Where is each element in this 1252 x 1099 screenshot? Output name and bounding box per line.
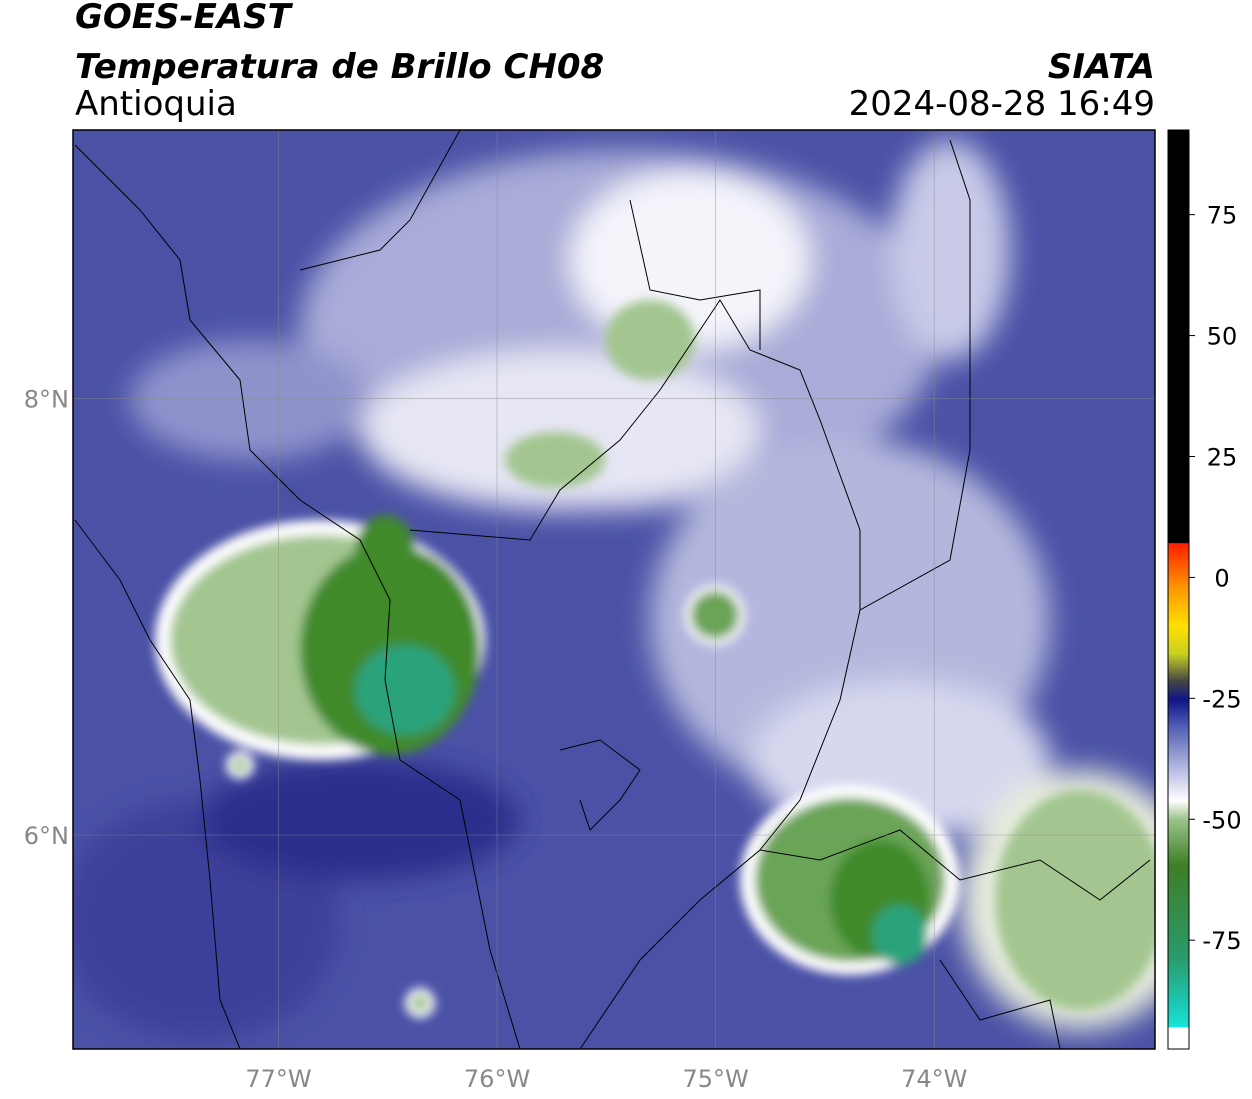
colorbar-tick-label: 75 [1207,202,1238,230]
x-tick-label: 74°W [901,1065,967,1093]
x-tick-label: 75°W [683,1065,749,1093]
subtitle: Temperatura de Brillo CH08 [75,47,604,87]
y-tick-label: 8°N [24,385,69,413]
colorbar [1167,129,1190,1050]
colorbar-tick-label: 25 [1207,443,1238,471]
timestamp: 2024-08-28 16:49 [849,84,1155,124]
map-frame [72,129,1156,1050]
colorbar-tick-label: -75 [1202,927,1241,955]
source: SIATA [1048,47,1155,87]
colorbar-tick-label: 0 [1214,564,1229,592]
colorbar-tick-label: 50 [1207,323,1238,351]
colorbar-tick-label: -25 [1202,685,1241,713]
colorbar-tick-label: -50 [1202,806,1241,834]
x-tick-label: 76°W [464,1065,530,1093]
title: GOES-EAST [75,0,294,37]
satellite-image [73,130,1155,1049]
y-tick-label: 6°N [24,822,69,850]
region: Antioquia [75,84,237,124]
x-tick-label: 77°W [245,1065,311,1093]
